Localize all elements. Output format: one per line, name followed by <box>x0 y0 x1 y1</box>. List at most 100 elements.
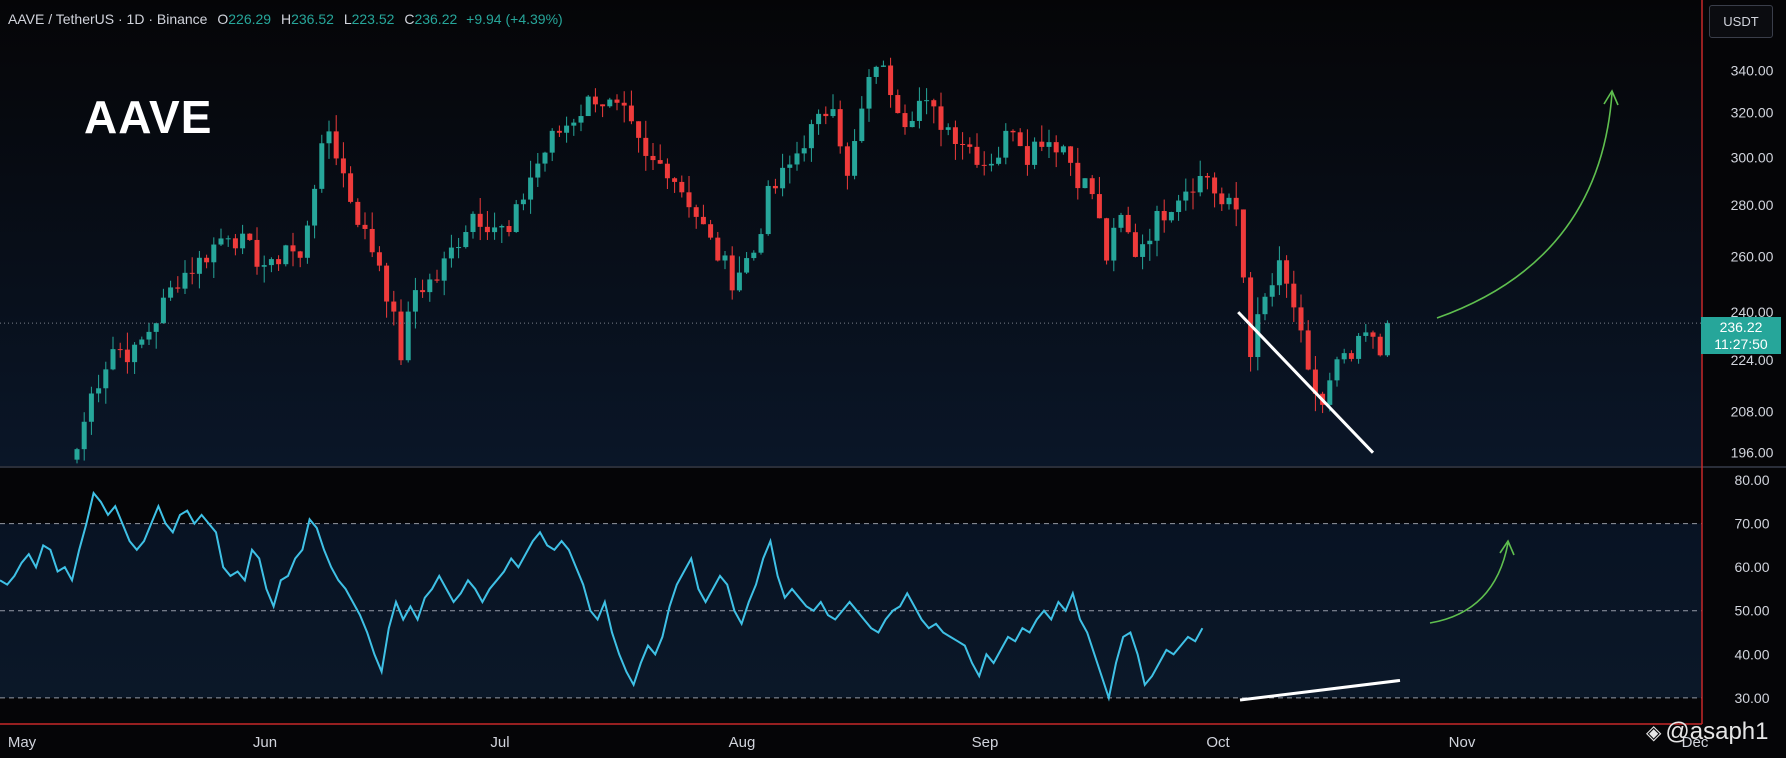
month-label: Nov <box>1449 734 1476 751</box>
candle-body <box>139 339 145 345</box>
candle-body <box>1276 260 1282 286</box>
low-value: 223.52 <box>351 11 395 27</box>
rsi-tick-label: 30.00 <box>1734 690 1769 706</box>
price-trendline <box>1237 311 1375 454</box>
candle-body <box>844 146 850 176</box>
rsi-tick-label: 70.00 <box>1734 516 1769 532</box>
price-tick-label: 196.00 <box>1731 445 1774 461</box>
candle-body <box>1046 142 1052 147</box>
currency-button[interactable]: USDT <box>1709 5 1773 38</box>
rsi-tick-label: 60.00 <box>1734 559 1769 575</box>
candle-body <box>614 99 620 103</box>
candle-body <box>218 238 224 245</box>
rsi-arrow-head <box>1499 539 1515 556</box>
candle-body <box>340 158 346 174</box>
candle-body <box>1312 369 1318 394</box>
price-tick-label: 280.00 <box>1731 197 1774 213</box>
candle-body <box>1032 141 1038 165</box>
overlay-title: AAVE <box>84 91 213 143</box>
candle-body <box>736 272 742 291</box>
candle-body <box>549 130 555 153</box>
candle-body <box>1291 283 1297 308</box>
candle-body <box>1248 277 1254 358</box>
price-tick-label: 224.00 <box>1731 352 1774 368</box>
candle-body <box>1024 146 1030 165</box>
candle-body <box>816 113 822 125</box>
open-value: 226.29 <box>228 11 272 27</box>
candle-body <box>571 122 577 126</box>
month-label: Sep <box>972 734 999 751</box>
candle-body <box>1327 380 1333 405</box>
candle-body <box>1356 335 1362 359</box>
candle-body <box>376 252 382 266</box>
candle-body <box>254 239 260 267</box>
candle-body <box>268 259 274 266</box>
candle-body <box>1197 175 1203 193</box>
price-tick-label: 260.00 <box>1731 249 1774 265</box>
candle-body <box>909 120 915 128</box>
candle-body <box>1060 146 1066 153</box>
candle-body <box>355 201 361 225</box>
symbol-label[interactable]: AAVE / TetherUS · 1D · Binance <box>8 11 208 27</box>
candle-body <box>484 226 490 233</box>
candle-body <box>686 192 692 208</box>
candle-body <box>952 127 958 145</box>
close-label: C <box>404 11 415 27</box>
month-label: Jun <box>253 734 277 751</box>
candle-body <box>1190 191 1196 193</box>
candle-body <box>556 130 562 133</box>
month-label: Dec <box>1682 734 1709 751</box>
candle-body <box>1377 336 1383 356</box>
candle-body <box>1233 197 1239 210</box>
candle-body <box>1255 314 1261 358</box>
candle-body <box>729 255 735 291</box>
candle-body <box>708 224 714 238</box>
candle-body <box>492 227 498 233</box>
candle-body <box>564 125 570 133</box>
candle-body <box>182 272 188 289</box>
month-label: Oct <box>1206 734 1230 751</box>
candle-body <box>1384 323 1390 356</box>
candle-body <box>1305 330 1311 370</box>
candle-body <box>434 279 440 281</box>
candle-body <box>499 226 505 228</box>
month-label: Jul <box>490 734 509 751</box>
candle-body <box>650 155 656 161</box>
candle-body <box>117 349 123 351</box>
candle-body <box>1168 212 1174 221</box>
candle-body <box>146 331 152 340</box>
candle-body <box>672 178 678 182</box>
candle-body <box>823 113 829 117</box>
candle-body <box>319 143 325 189</box>
candle-body <box>290 245 296 252</box>
candle-body <box>744 258 750 273</box>
candle-body <box>132 344 138 363</box>
candle-body <box>477 213 483 227</box>
candle-body <box>592 96 598 105</box>
candle-body <box>391 301 397 312</box>
candle-body <box>621 102 627 106</box>
price-tick-label: 340.00 <box>1731 62 1774 78</box>
price-arrow-head <box>1603 89 1619 106</box>
candle-body <box>384 265 390 302</box>
candle-body <box>211 244 217 263</box>
candle-body <box>801 148 807 154</box>
candle-body <box>261 265 267 267</box>
candle-body <box>722 255 728 261</box>
candle-body <box>312 188 318 226</box>
candle-body <box>1089 178 1095 195</box>
candle-body <box>463 232 469 248</box>
candle-body <box>830 109 836 117</box>
candle-body <box>1348 353 1354 359</box>
candle-body <box>405 311 411 361</box>
candle-body <box>1132 232 1138 257</box>
candle-body <box>866 76 872 109</box>
candle-body <box>276 259 282 265</box>
candle-body <box>448 247 454 259</box>
candle-body <box>700 216 706 225</box>
candle-body <box>506 226 512 233</box>
candle-body <box>535 163 541 178</box>
candle-body <box>398 311 404 361</box>
candle-body <box>204 257 210 263</box>
candle-body <box>333 131 339 159</box>
